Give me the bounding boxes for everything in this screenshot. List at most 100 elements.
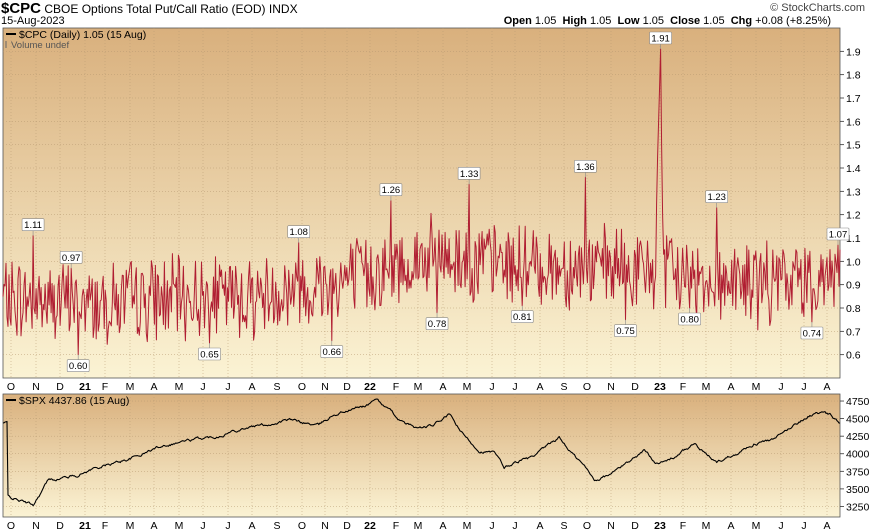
open-value: 1.05 [534, 15, 557, 27]
peak-label-text: 0.75 [616, 326, 635, 337]
x-tick-label: N [607, 520, 615, 530]
x-tick-label: M [463, 520, 472, 530]
y-tick-label: 0.9 [846, 280, 861, 292]
x-tick-label: 21 [79, 520, 91, 530]
x-tick-label: A [823, 381, 830, 393]
x-tick-label: S [273, 381, 280, 393]
peak-label-text: 1.23 [707, 192, 726, 203]
y-tick-label: 1.0 [846, 256, 861, 268]
x-tick-label: M [752, 381, 761, 393]
x-tick-label: N [32, 381, 40, 393]
x-tick-label: F [680, 381, 686, 393]
x-tick-label: M [414, 520, 423, 530]
close-value: 1.05 [703, 15, 725, 27]
spx-panel: 3250 3500 3750 4000 4250 4500 4750 $SPX 4437.86… [2, 393, 870, 530]
peak-label-text: 1.91 [651, 34, 670, 45]
volume-note: Volume undef [11, 40, 69, 51]
peak-label: 1.08 [287, 225, 311, 243]
x-tick-label: J [801, 520, 806, 530]
x-tick-label: A [150, 381, 157, 393]
x-tick-label: J [225, 520, 230, 530]
x-tick-label: A [536, 381, 543, 393]
x-tick-label: A [248, 520, 255, 530]
x-tick-label: 23 [654, 520, 666, 530]
peak-label-text: 1.36 [576, 162, 595, 173]
y-tick-label: 1.3 [846, 186, 861, 198]
cpc-series-line [2, 48, 841, 356]
peak-label-text: 1.08 [289, 227, 308, 238]
low-value: 1.05 [642, 15, 664, 27]
peak-label: 1.36 [574, 160, 597, 178]
y-tick-label: 1.9 [846, 46, 861, 58]
x-tick-label: A [727, 520, 734, 530]
x-tick-label: M [463, 381, 472, 393]
x-tick-label: S [560, 520, 567, 530]
x-tick-label: J [778, 381, 783, 393]
x-tick-label: F [102, 520, 108, 530]
peak-label: 1.23 [705, 190, 729, 208]
x-tick-label: A [439, 381, 446, 393]
x-tick-label: N [32, 520, 40, 530]
legend-label: $SPX 4437.86 (15 Aug) [19, 395, 129, 407]
x-tick-label: A [248, 381, 255, 393]
x-tick-label: J [489, 520, 494, 530]
exchange: INDX [268, 2, 298, 16]
peak-label-text: 1.26 [382, 185, 401, 196]
x-tick-label: 23 [654, 381, 666, 393]
x-tick-label: N [321, 381, 329, 393]
symbol: $CPC [1, 0, 42, 17]
peak-label: 0.66 [320, 340, 344, 358]
credit-link[interactable]: © StockCharts.com [770, 2, 865, 14]
x-tick-label: M [126, 520, 135, 530]
y-tick-label: 4500 [846, 414, 870, 426]
peak-label: 0.75 [614, 319, 637, 337]
x-tick-label: N [321, 520, 329, 530]
x-tick-label: D [631, 381, 639, 393]
symbol-name: CBOE Options Total Put/Call Ratio (EOD) [44, 2, 266, 16]
chart-date: 15-Aug-2023 [1, 15, 65, 27]
y-tick-label: 0.8 [846, 303, 861, 315]
x-tick-label: O [298, 381, 306, 393]
x-tick-label: N [607, 381, 615, 393]
x-tick-label: A [150, 520, 157, 530]
peak-label: 0.60 [66, 354, 90, 372]
x-tick-label: M [175, 381, 184, 393]
peak-label: 0.74 [800, 322, 824, 340]
chart-title: $CPC CBOE Options Total Put/Call Ratio (… [1, 0, 298, 17]
y-tick-label: 1.5 [846, 140, 861, 152]
x-tick-label: S [273, 520, 280, 530]
y-tick-label: 3500 [846, 484, 870, 496]
x-tick-label: D [56, 381, 64, 393]
x-tick-label: S [560, 381, 567, 393]
x-tick-label: 22 [364, 381, 376, 393]
peak-label-text: 0.65 [200, 350, 219, 361]
x-tick-label: D [631, 520, 639, 530]
peak-label: 0.81 [510, 305, 534, 323]
cpc-panel: 0.6 0.7 0.8 0.9 1.0 1.1 1.2 1.3 1.4 1.5 1.6 1.7 1.8 1… [2, 27, 861, 393]
peak-label-text: 1.33 [460, 169, 479, 180]
peak-label-text: 0.60 [69, 361, 88, 372]
peak-label-text: 0.66 [323, 347, 342, 358]
y-tick-label: 4250 [846, 431, 870, 443]
x-tick-label: O [7, 381, 15, 393]
legend-label: $CPC (Daily) 1.05 (15 Aug) [19, 29, 146, 41]
peak-label: 1.91 [649, 31, 672, 49]
x-tick-label: D [343, 381, 351, 393]
y-tick-label: 4750 [846, 396, 870, 408]
peak-label: 1.11 [21, 218, 45, 236]
x-tick-label: 22 [364, 520, 376, 530]
y-tick-label: 1.1 [846, 233, 861, 245]
y-tick-label: 1.8 [846, 70, 861, 82]
y-tick-label: 1.7 [846, 93, 861, 105]
peak-label-text: 0.74 [803, 329, 822, 340]
high-value: 1.05 [589, 15, 612, 27]
x-tick-label: J [512, 381, 517, 393]
x-tick-label: A [536, 520, 543, 530]
x-tick-label: O [583, 520, 591, 530]
x-tick-label: O [583, 381, 591, 393]
x-tick-label: M [414, 381, 423, 393]
spx-series-line [2, 398, 841, 507]
x-tick-label: D [56, 520, 64, 530]
y-tick-label: 1.4 [846, 163, 861, 175]
